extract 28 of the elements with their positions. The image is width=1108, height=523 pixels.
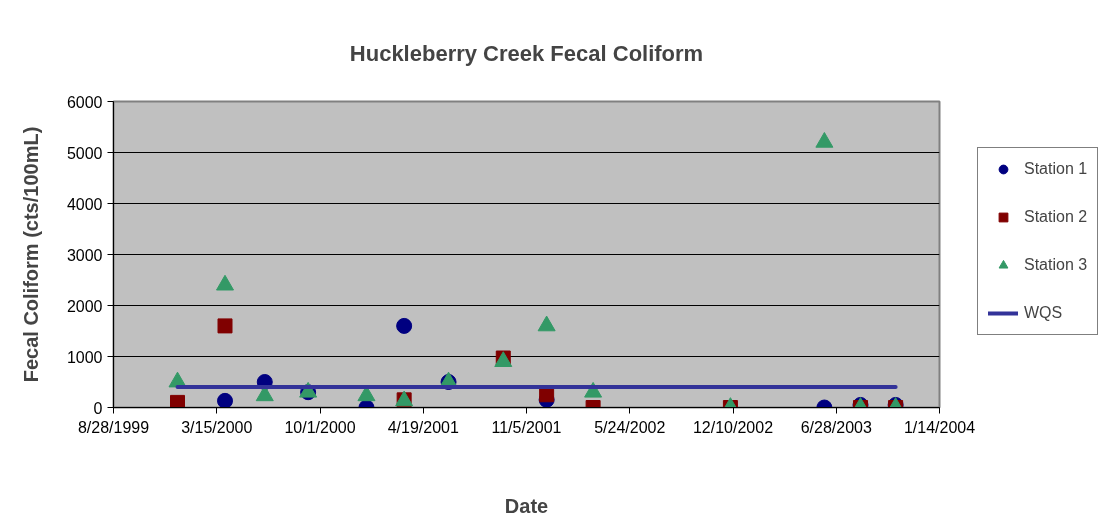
point xyxy=(537,315,556,332)
x-axis-title: Date xyxy=(504,494,549,517)
point xyxy=(815,131,834,148)
x-tick-label: 1/14/2004 xyxy=(903,418,976,436)
x-tick-label: 11/5/2001 xyxy=(491,418,562,436)
point xyxy=(170,394,186,408)
y-tick-label: 5000 xyxy=(66,144,103,162)
y-tick-label: 2000 xyxy=(66,297,103,315)
x-tick-label: 8/28/1999 xyxy=(77,418,150,436)
chart-title: Huckleberry Creek Fecal Coliform xyxy=(349,40,704,66)
y-tick-label: 3000 xyxy=(66,246,103,264)
legend-label: WQS xyxy=(1024,304,1063,322)
y-axis-title: Fecal Coliform (cts/100mL) xyxy=(19,126,42,383)
y-tick-label: 4000 xyxy=(66,195,103,213)
x-tick-label: 10/1/2000 xyxy=(284,418,356,436)
x-tick-label: 3/15/2000 xyxy=(181,418,253,436)
y-tick-label: 1000 xyxy=(66,348,103,366)
legend-label: Station 1 xyxy=(1024,160,1088,178)
x-tick-label: 6/28/2003 xyxy=(800,418,872,436)
legend-label: Station 3 xyxy=(1024,256,1088,274)
point xyxy=(216,274,235,291)
x-tick-label: 5/24/2002 xyxy=(594,418,666,436)
x-tick-label: 12/10/2002 xyxy=(692,418,774,436)
y-tick-label: 6000 xyxy=(66,93,103,111)
x-tick-label: 4/19/2001 xyxy=(387,418,459,436)
legend-label: Station 2 xyxy=(1024,208,1088,226)
point xyxy=(217,392,234,408)
y-tick-label: 0 xyxy=(93,399,103,417)
